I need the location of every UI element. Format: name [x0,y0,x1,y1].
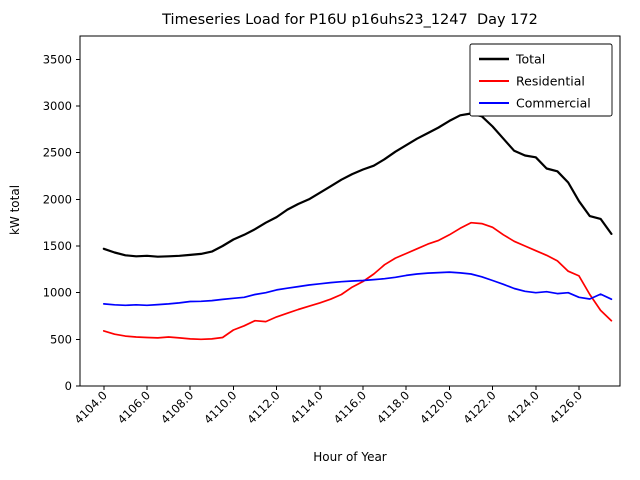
axes-frame [79,35,621,387]
x-axis-label: Hour of Year [313,450,387,464]
legend: Total Residential Commercial [469,43,613,117]
x-tick-label: 4112.0 [244,388,282,426]
y-tick-label: 500 [50,332,72,346]
chart-title: Timeseries Load for P16U p16uhs23_1247 D… [161,12,538,28]
y-tick-label: 2000 [43,192,72,206]
x-tick-label: 4118.0 [374,388,412,426]
x-tick-label: 4106.0 [115,388,153,426]
x-tick-label: 4116.0 [331,388,369,426]
x-tick-label: 4114.0 [288,388,326,426]
y-tick-label: 3000 [43,99,72,113]
y-axis-label: kW total [8,185,22,235]
y-tick-label: 1500 [43,239,72,253]
x-tick-label: 4122.0 [460,388,498,426]
x-tick-label: 4126.0 [547,388,585,426]
legend-box [469,43,613,117]
series-line-commercial [102,271,613,307]
x-tick-label: 4124.0 [504,388,542,426]
x-tick-label: 4110.0 [201,388,239,426]
legend-label-commercial: Commercial [516,95,591,110]
y-tick-label: 3500 [43,52,72,66]
series-line-residential [102,221,613,341]
legend-label-residential: Residential [516,73,585,88]
series-line-total [102,112,613,258]
y-tick-label: 1000 [43,286,72,300]
x-tick-label: 4104.0 [72,388,110,426]
legend-label-total: Total [515,51,545,66]
x-tick-label: 4108.0 [158,388,196,426]
y-tick-label: 0 [65,379,72,393]
x-tick-label: 4120.0 [417,388,455,426]
y-tick-label: 2500 [43,146,72,160]
